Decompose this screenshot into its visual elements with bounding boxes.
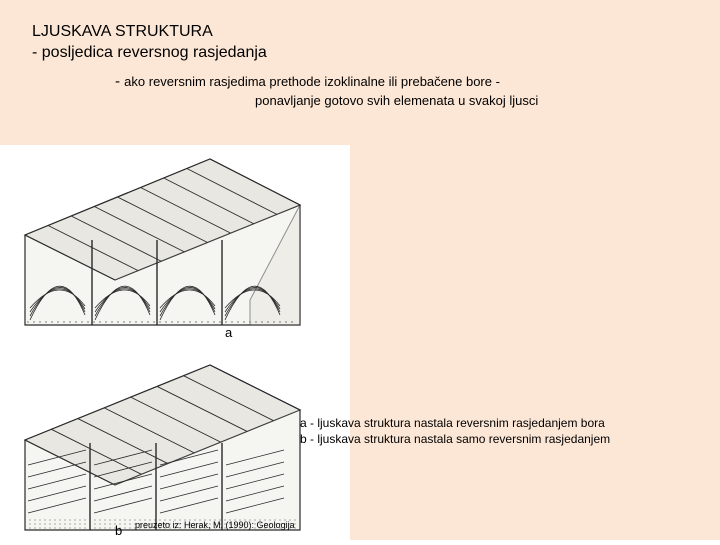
subtitle-line-2: ponavljanje gotovo svih elemenata u svak… [115,92,538,110]
diagram-label-b: b [115,523,122,538]
diagram-label-a: a [225,325,232,340]
caption-line-a: a - ljuskava struktura nastala reversnim… [300,415,610,431]
subtitle-text-1: ako reversnim rasjedima prethode izoklin… [124,74,500,89]
title-line-1: LJUSKAVA STRUKTURA [32,22,267,43]
caption-block: a - ljuskava struktura nastala reversnim… [300,415,610,447]
diagram-area: a b [0,145,350,540]
title-line-2: - posljedica reversnog rasjedanja [32,43,267,64]
subtitle-block: - ako reversnim rasjedima prethode izokl… [115,72,538,110]
citation-text: preuzeto iz: Herak, M. (1990): Geologija [135,520,295,530]
caption-line-b: b - ljuskava struktura nastala samo reve… [300,431,610,447]
subtitle-dash: - [115,73,124,90]
title-block: LJUSKAVA STRUKTURA - posljedica reversno… [32,22,267,64]
geology-diagram-svg [0,145,350,540]
subtitle-line-1: - ako reversnim rasjedima prethode izokl… [115,72,538,92]
